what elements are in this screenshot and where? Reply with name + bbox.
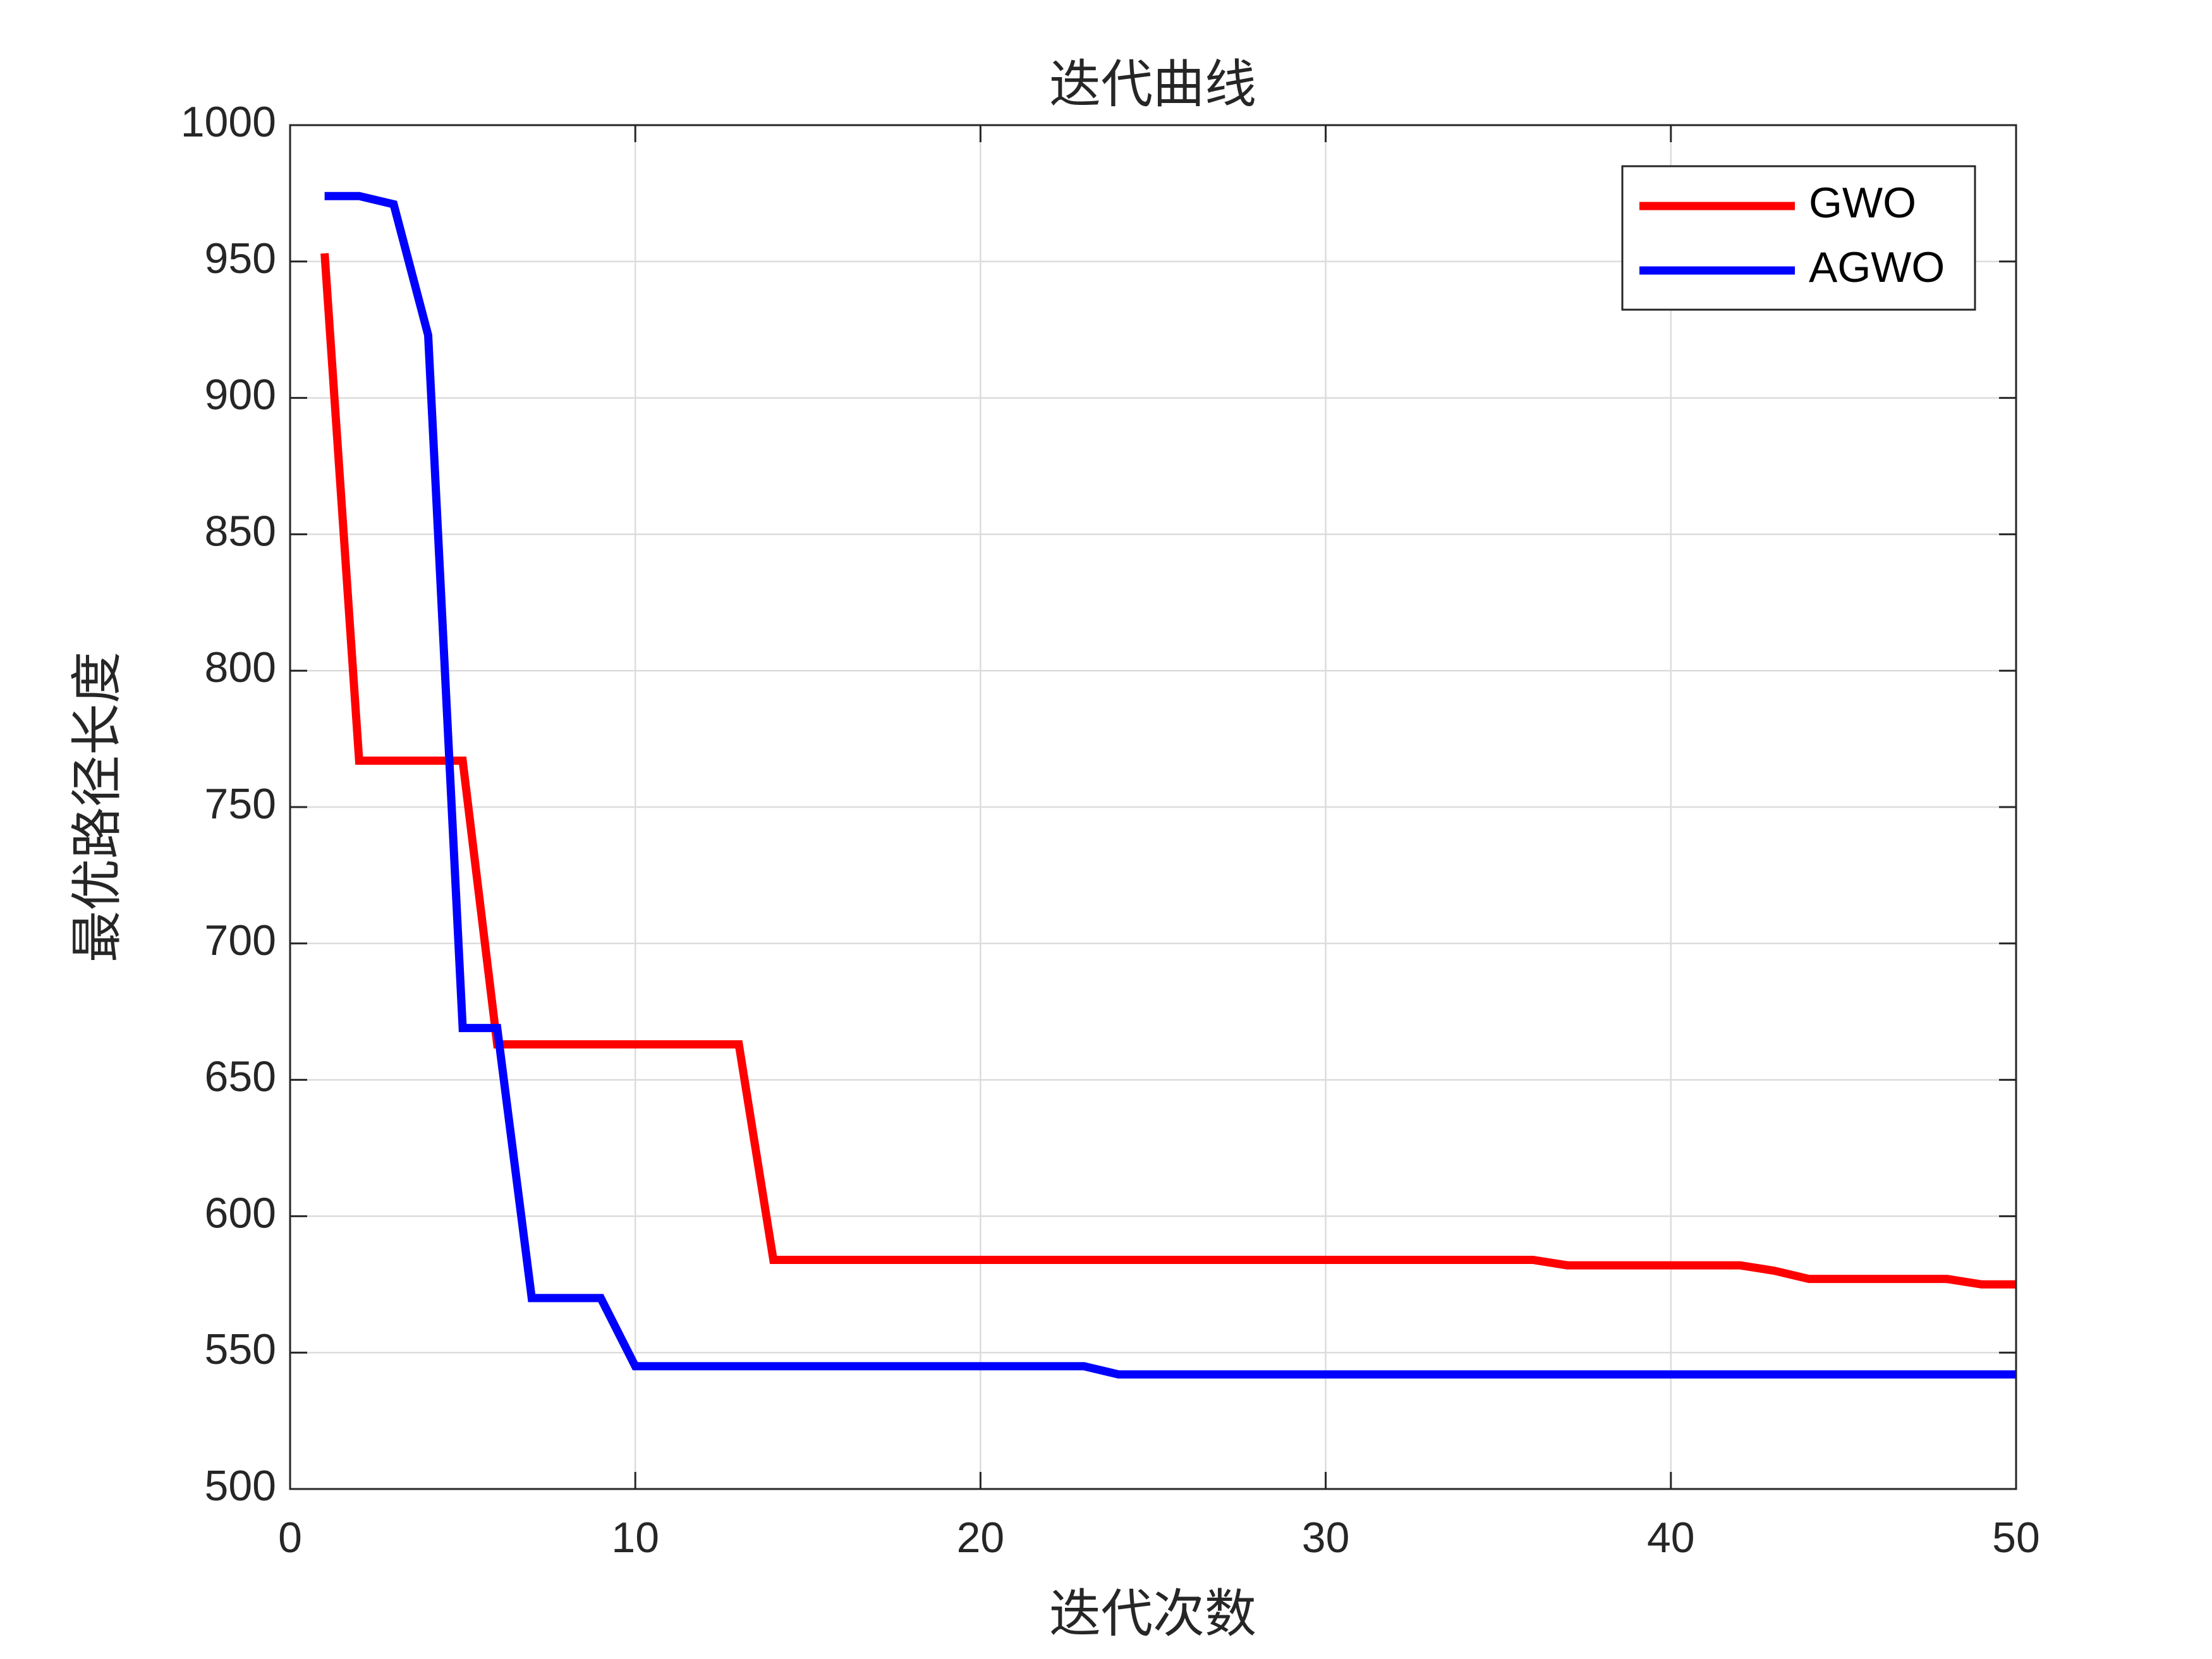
x-tick-label: 20: [957, 1514, 1005, 1562]
y-tick-label: 650: [205, 1053, 276, 1101]
y-tick-label: 1000: [181, 98, 276, 146]
y-axis-label: 最优路径长度: [68, 652, 128, 963]
x-tick-label: 50: [1992, 1514, 2040, 1562]
y-tick-label: 700: [205, 916, 276, 964]
y-tick-label: 750: [205, 780, 276, 828]
legend-box: [1621, 165, 1976, 311]
y-tick-label: 900: [205, 371, 276, 419]
data-line: [324, 191, 2016, 1379]
legend-label: AGWO: [1809, 243, 1945, 291]
x-tick-label: 30: [1302, 1514, 1350, 1562]
y-tick-label: 850: [205, 507, 276, 555]
legend-label: GWO: [1809, 179, 1916, 227]
x-tick-label: 40: [1647, 1514, 1695, 1562]
y-tick-label: 950: [205, 234, 276, 283]
y-tick-label: 800: [205, 643, 276, 691]
data-line: [320, 253, 2016, 1289]
chart-title: 迭代曲线: [1049, 55, 1256, 115]
y-tick-label: 550: [205, 1325, 276, 1373]
x-tick-label: 10: [611, 1514, 659, 1562]
y-tick-label: 600: [205, 1189, 276, 1237]
y-tick-label: 500: [205, 1462, 276, 1510]
axes-box: [289, 124, 2017, 1490]
x-tick-label: 0: [278, 1514, 302, 1562]
x-axis-label: 迭代次数: [1049, 1584, 1256, 1644]
